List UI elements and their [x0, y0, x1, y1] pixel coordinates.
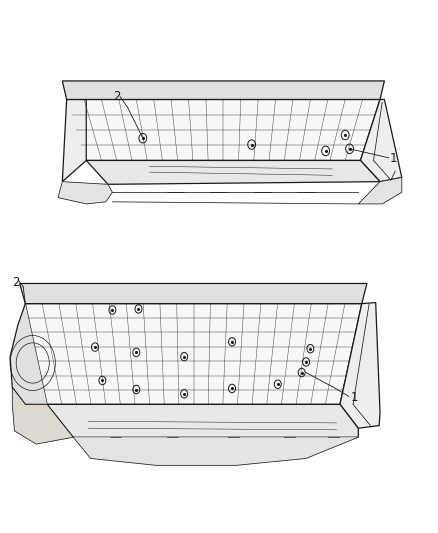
Polygon shape: [10, 304, 47, 405]
Polygon shape: [20, 284, 367, 304]
Polygon shape: [12, 387, 73, 444]
Polygon shape: [73, 437, 358, 465]
Polygon shape: [47, 405, 358, 437]
Polygon shape: [62, 81, 385, 100]
Polygon shape: [358, 177, 402, 204]
Text: 2: 2: [113, 91, 120, 103]
Polygon shape: [86, 160, 380, 184]
Polygon shape: [62, 100, 86, 182]
Text: 1: 1: [350, 391, 358, 404]
Text: 1: 1: [390, 152, 398, 165]
Polygon shape: [58, 182, 113, 204]
Polygon shape: [25, 304, 362, 405]
Text: 2: 2: [12, 276, 20, 289]
Polygon shape: [360, 100, 402, 182]
Polygon shape: [340, 303, 380, 428]
Polygon shape: [67, 100, 380, 160]
